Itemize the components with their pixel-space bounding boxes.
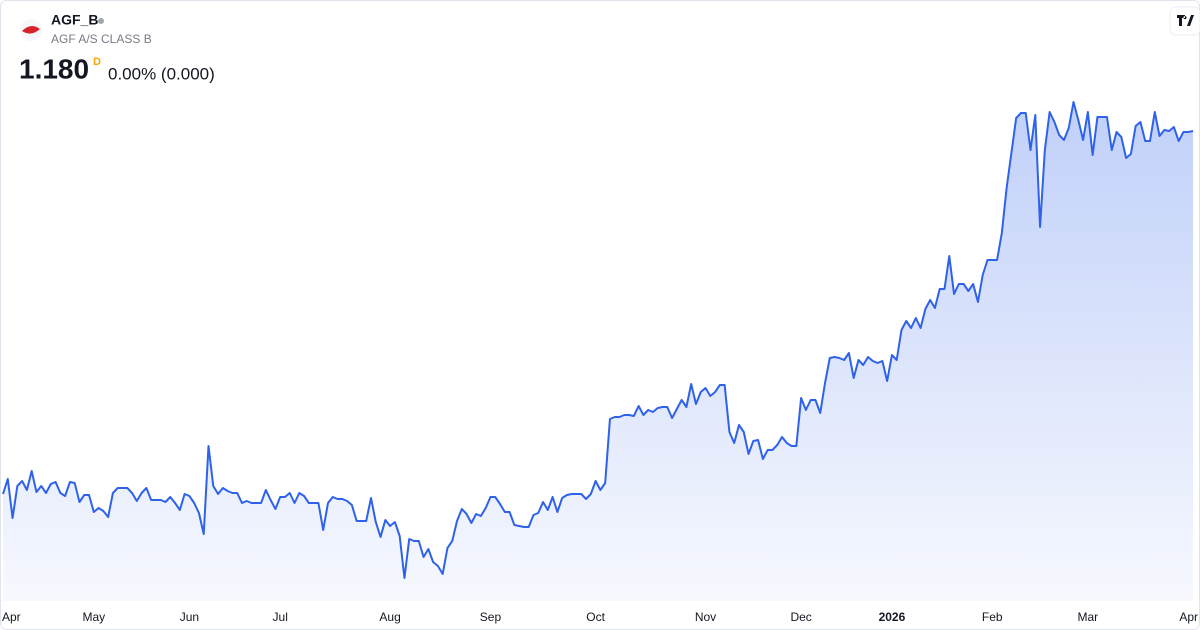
x-tick-label: Jul <box>273 610 288 624</box>
symbol: AGF_B <box>51 12 98 28</box>
logo-mark <box>22 25 40 34</box>
brand-badge <box>1169 6 1200 36</box>
x-tick-label: Oct <box>586 610 605 624</box>
price-line <box>2 101 1194 579</box>
x-tick-label: Mar <box>1078 610 1099 624</box>
x-tick-label: Nov <box>695 610 716 624</box>
price: 1.180 <box>19 53 89 84</box>
x-tick-label: Jun <box>180 610 199 624</box>
x-tick-label: Sep <box>480 610 502 624</box>
area-fill <box>3 102 1193 601</box>
x-tick-label: Feb <box>982 610 1003 624</box>
x-tick-label: Aug <box>379 610 400 624</box>
company-name: AGF A/S CLASS B <box>51 32 152 46</box>
x-tick-label: Apr <box>1179 610 1198 624</box>
x-tick-label: 2026 <box>879 610 906 624</box>
x-tick-label: Dec <box>790 610 811 624</box>
x-tick-label: Apr <box>2 610 21 624</box>
plot: Apr May Jun Jul Aug Sep Oct Nov Dec 2026 Feb Mar Apr <box>2 101 1198 624</box>
x-tick-label: May <box>82 610 105 624</box>
brand-logo <box>1177 15 1194 26</box>
status-dot <box>98 18 104 24</box>
interval: D <box>93 56 101 68</box>
change: 0.00% (0.000) <box>108 64 215 83</box>
